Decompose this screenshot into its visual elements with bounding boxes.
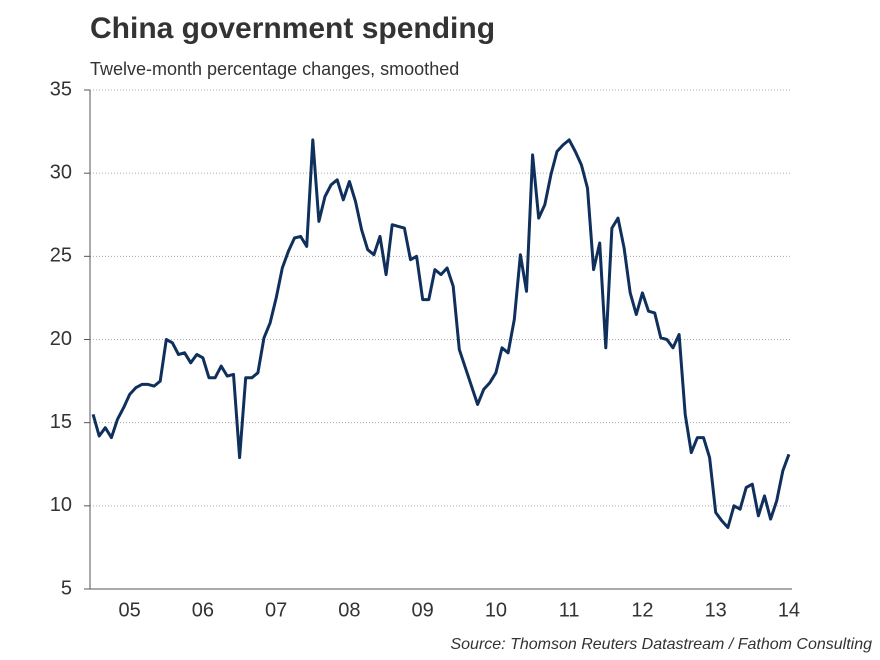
- y-tick-label: 35: [50, 78, 72, 100]
- data-line: [91, 138, 791, 529]
- x-tick-label: 08: [338, 599, 360, 621]
- x-tick-label: 13: [705, 599, 727, 621]
- x-tick-label: 14: [778, 599, 800, 621]
- x-tick-label: 11: [559, 599, 580, 621]
- chart-title: China government spending: [90, 12, 495, 45]
- x-tick-label: 07: [265, 599, 287, 621]
- source-note: Source: Thomson Reuters Datastream / Fat…: [450, 636, 872, 653]
- y-tick-label: 20: [50, 328, 72, 350]
- y-tick-label: 10: [50, 494, 72, 516]
- x-tick-label: 12: [631, 599, 653, 621]
- y-tick-label: 15: [50, 411, 72, 433]
- x-tick-label: 06: [192, 599, 214, 621]
- x-tick-label: 10: [485, 599, 507, 621]
- y-tick-label: 5: [61, 577, 72, 599]
- x-tick-label: 05: [119, 599, 141, 621]
- y-tick-label: 30: [50, 161, 72, 183]
- chart-subtitle: Twelve-month percentage changes, smoothe…: [90, 59, 459, 79]
- x-tick-label: 09: [412, 599, 434, 621]
- y-tick-label: 25: [50, 245, 72, 267]
